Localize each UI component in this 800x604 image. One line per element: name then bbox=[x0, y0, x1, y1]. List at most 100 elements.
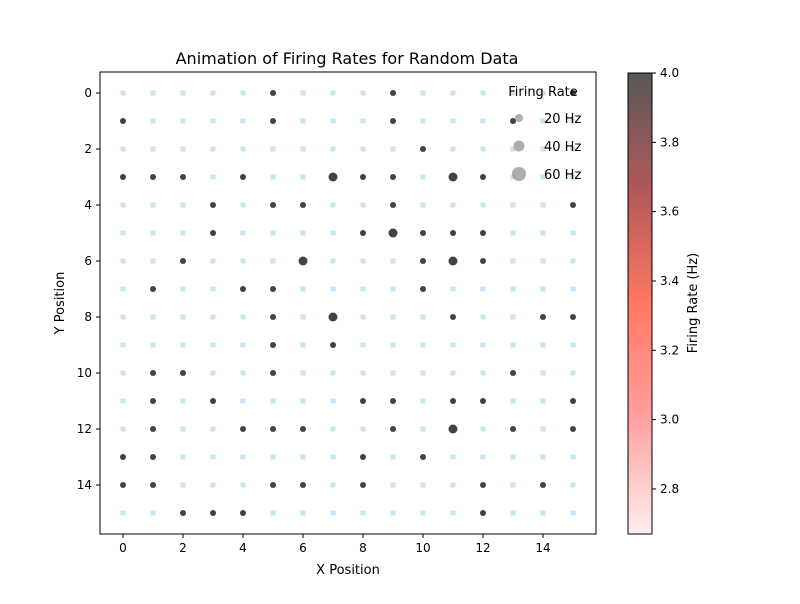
grid-cell-marker bbox=[360, 286, 366, 292]
data-point bbox=[540, 314, 546, 320]
grid-cell-marker bbox=[180, 314, 186, 320]
data-point bbox=[270, 342, 276, 348]
data-point bbox=[270, 314, 276, 320]
grid-cell-marker bbox=[180, 482, 186, 488]
grid-cell-marker bbox=[570, 510, 576, 516]
grid-cell-marker bbox=[420, 398, 426, 404]
data-point bbox=[570, 314, 576, 320]
data-point bbox=[450, 398, 456, 404]
grid-cell-marker bbox=[540, 286, 546, 292]
data-point bbox=[270, 482, 276, 488]
data-point bbox=[270, 118, 276, 124]
grid-cell-marker bbox=[510, 202, 516, 208]
grid-cell-marker bbox=[540, 202, 546, 208]
grid-cell-marker bbox=[450, 118, 456, 124]
grid-cell-marker bbox=[570, 258, 576, 264]
data-point bbox=[180, 370, 186, 376]
data-point bbox=[360, 230, 366, 236]
grid-cell-marker bbox=[450, 482, 456, 488]
data-point bbox=[150, 426, 156, 432]
grid-cell-marker bbox=[510, 90, 516, 96]
data-point bbox=[180, 510, 186, 516]
grid-cell-marker bbox=[390, 314, 396, 320]
grid-cell-marker bbox=[150, 258, 156, 264]
grid-cell-marker bbox=[330, 482, 336, 488]
data-point bbox=[150, 454, 156, 460]
grid-cell-marker bbox=[210, 174, 216, 180]
grid-cell-marker bbox=[210, 118, 216, 124]
grid-cell-marker bbox=[450, 146, 456, 152]
grid-cell-marker bbox=[360, 90, 366, 96]
data-point bbox=[450, 314, 456, 320]
legend-marker bbox=[515, 114, 523, 122]
grid-cell-marker bbox=[570, 230, 576, 236]
grid-cell-marker bbox=[300, 286, 306, 292]
grid-cell-marker bbox=[570, 118, 576, 124]
grid-cell-marker bbox=[240, 398, 246, 404]
grid-cell-marker bbox=[120, 230, 126, 236]
y-tick-label: 8 bbox=[84, 310, 92, 324]
grid-cell-marker bbox=[540, 230, 546, 236]
data-point bbox=[270, 286, 276, 292]
grid-cell-marker bbox=[450, 370, 456, 376]
grid-cell-marker bbox=[180, 90, 186, 96]
grid-cell-marker bbox=[210, 146, 216, 152]
grid-cell-marker bbox=[420, 342, 426, 348]
grid-cell-marker bbox=[150, 230, 156, 236]
data-point bbox=[210, 510, 216, 516]
colorbar-gradient bbox=[627, 72, 653, 535]
grid-cell-marker bbox=[270, 398, 276, 404]
legend-marker bbox=[513, 140, 525, 152]
grid-cell-marker bbox=[150, 510, 156, 516]
data-point bbox=[420, 146, 426, 152]
y-tick-label: 10 bbox=[77, 366, 92, 380]
data-point bbox=[480, 398, 486, 404]
grid-cell-marker bbox=[450, 342, 456, 348]
grid-cell-marker bbox=[420, 314, 426, 320]
grid-cell-marker bbox=[330, 454, 336, 460]
legend-label: 40 Hz bbox=[544, 140, 581, 155]
grid-cell-marker bbox=[210, 286, 216, 292]
grid-cell-marker bbox=[240, 370, 246, 376]
grid-cell-marker bbox=[540, 258, 546, 264]
grid-cell-marker bbox=[210, 342, 216, 348]
grid-cell-marker bbox=[390, 370, 396, 376]
data-point bbox=[510, 370, 516, 376]
grid-cell-marker bbox=[510, 398, 516, 404]
grid-cell-marker bbox=[570, 286, 576, 292]
grid-cell-marker bbox=[120, 398, 126, 404]
data-point bbox=[150, 482, 156, 488]
data-point bbox=[210, 230, 216, 236]
grid-cell-marker bbox=[180, 454, 186, 460]
grid-cell-marker bbox=[300, 454, 306, 460]
data-point bbox=[390, 90, 396, 96]
grid-cell-marker bbox=[180, 146, 186, 152]
grid-cell-marker bbox=[300, 146, 306, 152]
data-point bbox=[270, 370, 276, 376]
colorbar: 2.8 3.0 3.2 3.4 3.6 3.8 4.0 Firing Rate (Hz) bbox=[627, 66, 701, 535]
grid-cell-marker bbox=[330, 286, 336, 292]
y-tick-label: 12 bbox=[77, 422, 92, 436]
grid-cell-marker bbox=[420, 118, 426, 124]
x-tick-label: 14 bbox=[535, 541, 550, 555]
data-point bbox=[390, 426, 396, 432]
colorbar-tick-label: 4.0 bbox=[660, 66, 679, 80]
grid-cell-marker bbox=[270, 230, 276, 236]
grid-cell-marker bbox=[480, 146, 486, 152]
grid-cell-marker bbox=[360, 370, 366, 376]
grid-cell-marker bbox=[360, 510, 366, 516]
grid-cell-marker bbox=[390, 342, 396, 348]
y-tick-label: 2 bbox=[84, 142, 92, 156]
y-tick-label: 0 bbox=[84, 86, 92, 100]
data-point bbox=[420, 258, 426, 264]
grid-cell-marker bbox=[240, 202, 246, 208]
grid-cell-marker bbox=[210, 426, 216, 432]
grid-cell-marker bbox=[570, 342, 576, 348]
grid-cell-marker bbox=[180, 202, 186, 208]
data-point bbox=[328, 312, 338, 322]
data-point bbox=[298, 256, 308, 266]
grid-cell-marker bbox=[360, 202, 366, 208]
grid-cell-marker bbox=[540, 398, 546, 404]
